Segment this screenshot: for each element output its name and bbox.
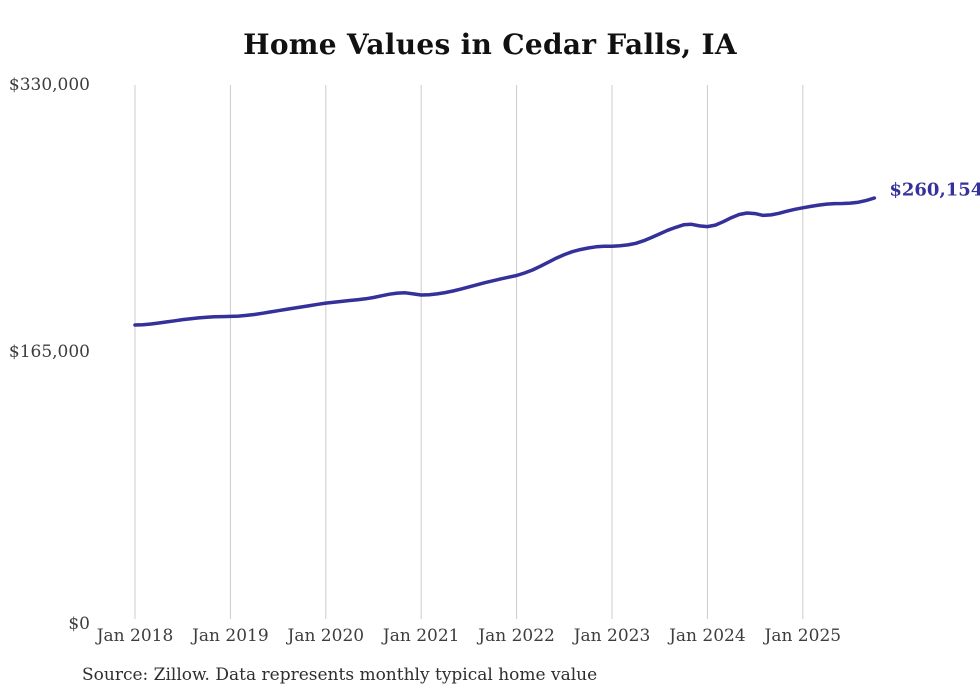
x-axis-tick-label: Jan 2025 <box>764 626 842 646</box>
x-axis-tick-label: Jan 2019 <box>192 626 269 646</box>
x-axis-tick-label: Jan 2024 <box>669 626 746 646</box>
home-value-line <box>133 196 877 327</box>
x-axis-tick-label: Jan 2020 <box>287 626 365 646</box>
y-axis-tick-label: $0 <box>68 614 90 634</box>
x-axis-tick-label: Jan 2021 <box>382 626 460 646</box>
x-axis-tick-label: Jan 2023 <box>573 626 651 646</box>
y-axis-tick-label: $165,000 <box>8 342 90 362</box>
source-note: Source: Zillow. Data represents monthly … <box>82 665 598 685</box>
chart-title: Home Values in Cedar Falls, IA <box>243 28 737 61</box>
x-axis-tick-label: Jan 2022 <box>478 626 555 646</box>
last-value-label: $260,154 <box>889 179 980 201</box>
x-axis-tick-label: Jan 2018 <box>96 626 174 646</box>
y-axis-tick-label: $330,000 <box>8 75 90 95</box>
